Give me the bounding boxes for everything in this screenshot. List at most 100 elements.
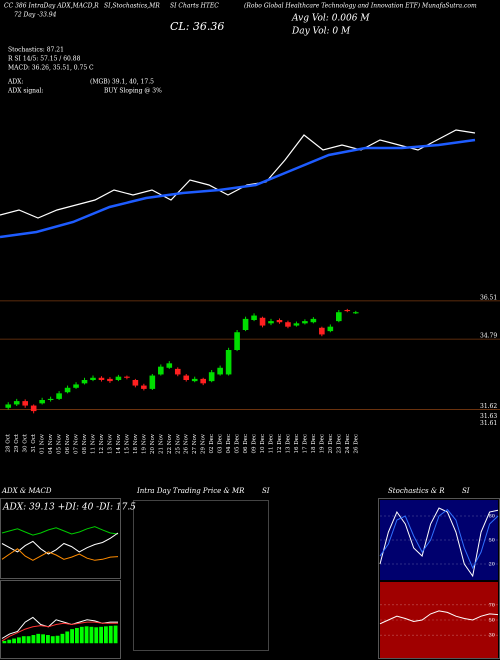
series-line (0, 129, 476, 219)
histogram-bar (55, 635, 60, 644)
candle-body (285, 322, 291, 327)
histogram-bar (89, 626, 94, 644)
panel-title: SI (262, 487, 270, 495)
macd-frame (0, 580, 121, 659)
panel-title: Intra Day Trading Price & MR (136, 487, 245, 495)
price-label: 36.51 (480, 294, 497, 301)
macd-info: MACD: 36.26, 35.51, 0.75 C (8, 65, 94, 72)
histogram-bar (50, 636, 55, 644)
x-tick-label: 20 Dec (328, 434, 334, 454)
x-tick-label: 11 Dec (269, 434, 275, 454)
avg-vol: Avg Vol: 0.006 M (291, 14, 370, 24)
candle-body (56, 393, 62, 399)
candle-body (268, 321, 274, 324)
x-tick-label: 29 Oct (14, 433, 20, 452)
histogram-bar (113, 625, 118, 644)
candle-body (30, 405, 37, 412)
histogram-bar (26, 636, 31, 644)
x-tick-label: 01 Nov (40, 433, 46, 454)
histogram-bar (31, 635, 36, 644)
candle-body (174, 368, 181, 375)
candle-body (242, 318, 249, 330)
close-label: CL: 36.36 (170, 20, 224, 33)
candle-body (319, 327, 325, 335)
series-line (379, 610, 499, 625)
candle-body (344, 310, 351, 312)
intraday-frame (133, 500, 269, 651)
candle-body (98, 377, 105, 380)
candle-body (259, 317, 266, 326)
histogram-bar (94, 627, 99, 644)
x-tick-label: 05 Nov (57, 433, 63, 454)
candle-body (234, 332, 240, 350)
candle-body (22, 401, 28, 406)
series-line (1, 548, 119, 561)
x-tick-label: 20 Nov (150, 433, 156, 454)
histogram-bar (2, 640, 7, 644)
histogram-bar (84, 626, 89, 644)
histogram-bar (75, 627, 79, 644)
candle-body (81, 380, 88, 384)
x-tick-label: 24 Dec (345, 434, 351, 454)
x-tick-label: 26 Nov (184, 433, 190, 454)
signal-label: ADX signal: (7, 88, 44, 95)
x-tick-label: 06 Nov (65, 433, 71, 454)
candle-body (115, 376, 122, 380)
signal-value: BUY Sloping @ 3% (104, 88, 162, 95)
histogram-bar (108, 625, 113, 644)
histogram-bar (17, 637, 21, 644)
day-vol: Day Vol: 0 M (291, 27, 351, 37)
x-tick-label: 05 Dec (235, 434, 241, 454)
x-tick-label: 17 Dec (302, 434, 308, 454)
candle-body (64, 387, 71, 393)
candle-body (73, 384, 79, 388)
histogram-bar (12, 638, 16, 644)
x-tick-label: 26 Dec (353, 434, 359, 454)
histogram-bar (21, 636, 26, 644)
header-left2: 72 Day -33.94 (14, 12, 57, 19)
x-tick-label: 18 Nov (133, 433, 139, 454)
rsi-info: R SI 14/5: 57.15 / 60.88 (8, 56, 81, 63)
x-tick-label: 29 Nov (201, 433, 207, 454)
x-tick-label: 19 Nov (141, 433, 147, 454)
y-tick-label: 50 (489, 618, 495, 624)
candle-body (327, 326, 334, 332)
x-tick-label: 13 Nov (107, 433, 113, 454)
y-tick-label: 30 (489, 633, 495, 639)
series-line (0, 138, 476, 239)
panel-title: SI (462, 487, 470, 495)
candle-body (141, 385, 147, 389)
series-line (1, 616, 118, 639)
series-line (379, 507, 499, 578)
candle-body (352, 312, 359, 314)
candle-body (191, 378, 198, 382)
x-tick-label: 04 Dec (226, 434, 232, 454)
histogram-bar (79, 626, 84, 644)
x-tick-label: 06 Dec (243, 434, 249, 454)
candle-body (302, 321, 308, 324)
x-tick-label: 23 Dec (336, 434, 342, 454)
x-tick-label: 11 Nov (91, 433, 97, 454)
x-tick-label: 18 Dec (311, 434, 317, 454)
x-tick-label: 21 Nov (158, 433, 164, 454)
series-line (1, 621, 118, 642)
histogram-bar (7, 639, 12, 644)
series-line (379, 508, 499, 570)
header-mid1: SI,Stochastics,MR (104, 3, 160, 10)
y-tick-label: 50 (489, 538, 495, 544)
panel-title: ADX & MACD (1, 487, 52, 495)
candle-body (107, 378, 113, 382)
candle-body (132, 380, 139, 386)
candle-body (149, 375, 156, 389)
price-label: 31.61 (480, 420, 497, 427)
histogram-bar (46, 635, 50, 644)
stoch-info: Stochastics: 87.21 (8, 47, 64, 54)
price-label: 34.79 (480, 333, 497, 340)
series-line (1, 526, 119, 536)
candle-body (183, 375, 190, 380)
adx-frame (0, 498, 121, 579)
x-tick-label: 12 Nov (99, 433, 105, 454)
candle-body (13, 401, 20, 405)
y-tick-label: 20 (489, 562, 495, 568)
histogram-bar (99, 626, 103, 644)
